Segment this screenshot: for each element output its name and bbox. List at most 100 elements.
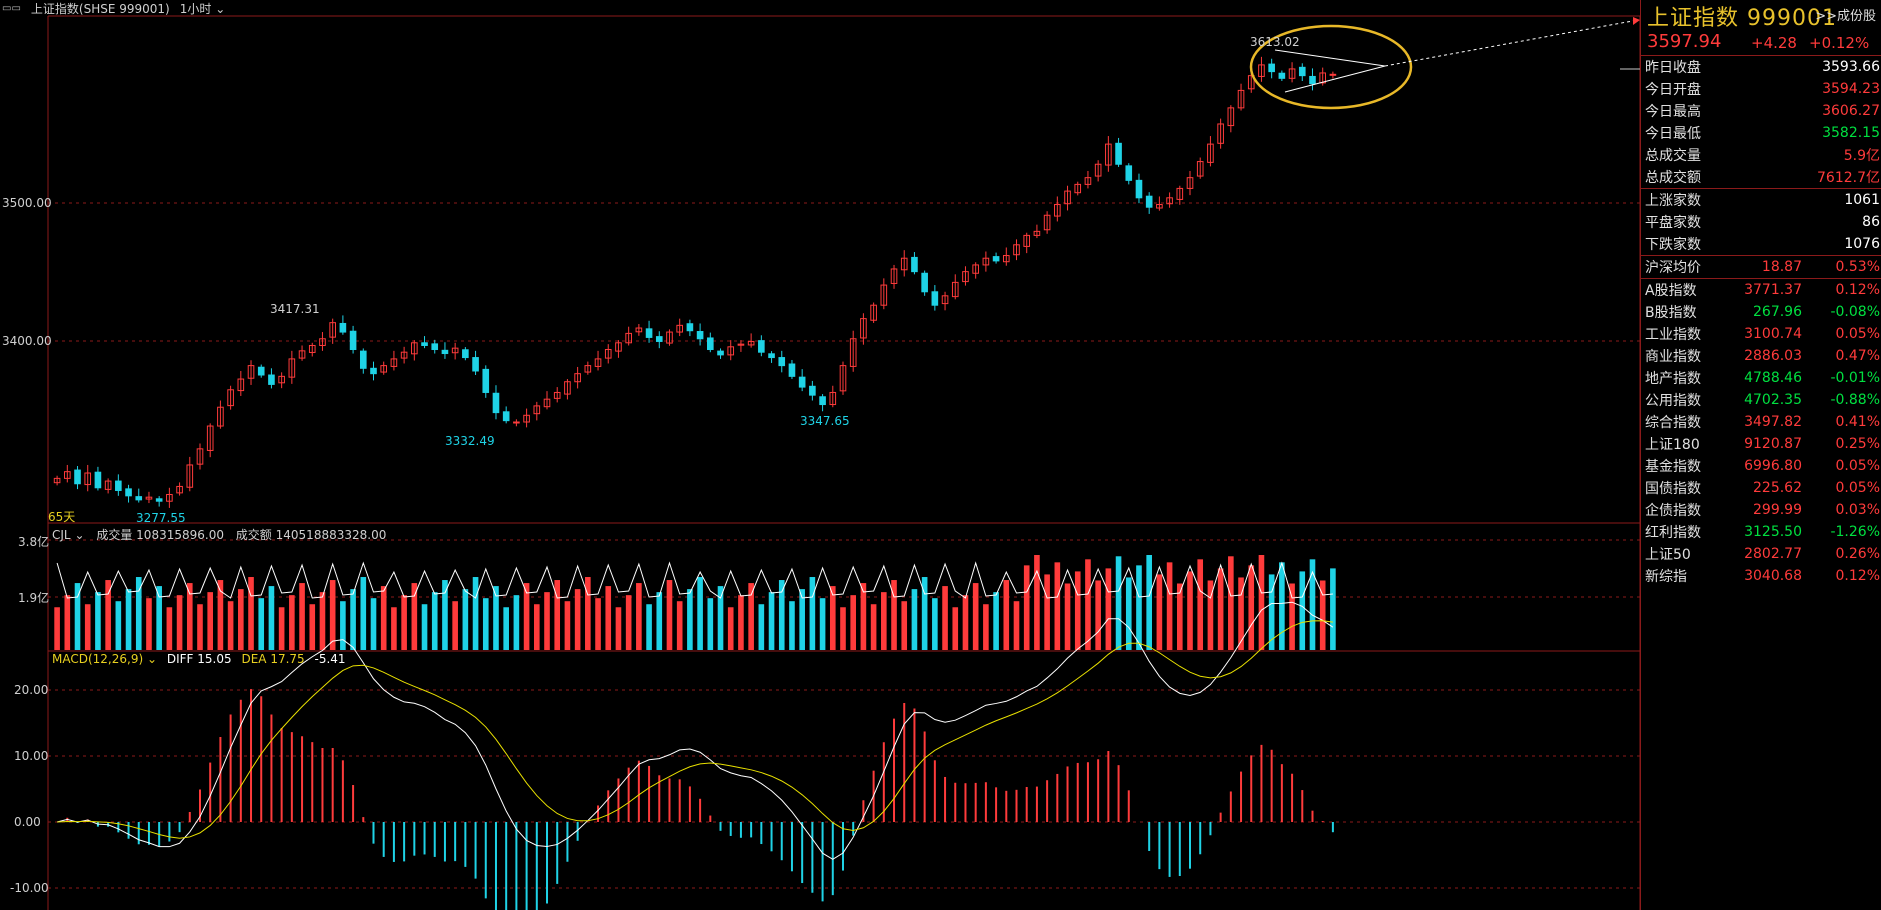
quote-panel: 上证指数 999001 >>成份股 3597.94 +4.28 +0.12% 昨日… — [1640, 0, 1881, 910]
volume-axis-label: 3.8亿 — [18, 535, 50, 549]
chart-area[interactable] — [0, 0, 1640, 910]
volume-bar — [554, 580, 561, 650]
volume-bar — [666, 580, 673, 650]
volume-bar — [370, 598, 377, 650]
high-annotation: 3417.31 — [270, 302, 320, 316]
index-pct: 0.47% — [1835, 348, 1880, 364]
index-row[interactable]: 基金指数 6996.80 0.05% — [1641, 455, 1881, 477]
index-row[interactable]: 企债指数 299.99 0.03% — [1641, 499, 1881, 521]
volume-bar — [687, 589, 693, 650]
candle-body — [502, 411, 510, 422]
volume-bar — [1136, 565, 1142, 650]
index-row[interactable]: 上证180 9120.87 0.25% — [1641, 433, 1881, 455]
candle-body — [1084, 177, 1092, 185]
candle-body — [788, 363, 796, 377]
index-row[interactable]: 地产指数 4788.46 -0.01% — [1641, 367, 1881, 389]
volume-bar — [1034, 555, 1040, 650]
volume-bar — [248, 577, 254, 650]
index-row[interactable]: A股指数 3771.37 0.12% — [1641, 279, 1881, 301]
index-row[interactable]: 工业指数 3100.74 0.05% — [1641, 323, 1881, 345]
candle-body — [543, 398, 551, 408]
stat-value: 3593.66 — [1822, 59, 1880, 75]
index-row[interactable]: 公用指数 4702.35 -0.88% — [1641, 389, 1881, 411]
chevron-down-icon: ⌄ — [146, 652, 158, 666]
volume-indicator-selector[interactable]: CJL ⌄ — [52, 528, 88, 542]
volume-bar — [748, 583, 754, 650]
volume-bar — [819, 598, 826, 650]
volume-bar — [207, 592, 214, 650]
candle-body — [676, 324, 683, 333]
volume-bar — [574, 589, 581, 650]
stat-value: 7612.7亿 — [1817, 170, 1880, 186]
stat-label: 总成交额 — [1645, 170, 1701, 186]
volume-bar — [1085, 559, 1091, 650]
candle-body — [462, 349, 469, 359]
chart-topbar: ▭▭ 上证指数(SHSE 999001) 1小时 ⌄ — [0, 0, 1642, 16]
diff-value: 15.05 — [197, 652, 232, 666]
candle-body — [819, 396, 826, 406]
candle-body — [492, 392, 500, 414]
volume-bar — [829, 586, 836, 650]
candle-body — [94, 471, 102, 489]
candle-body — [1268, 63, 1275, 73]
candle-body — [1247, 75, 1255, 90]
breadth-value: 86 — [1862, 214, 1880, 230]
macd-indicator-selector[interactable]: MACD(12,26,9) ⌄ — [52, 652, 161, 666]
index-row[interactable]: 红利指数 3125.50 -1.26% — [1641, 521, 1881, 543]
index-row[interactable]: 商业指数 2886.03 0.47% — [1641, 345, 1881, 367]
index-value: 2802.77 — [1744, 546, 1802, 562]
candle-body — [1074, 183, 1082, 194]
index-row[interactable]: B股指数 267.96 -0.08% — [1641, 301, 1881, 323]
volume-bar — [350, 589, 356, 650]
candle-body — [900, 257, 908, 271]
index-pct: -0.08% — [1830, 304, 1880, 320]
candle-body — [1298, 66, 1306, 77]
candle-body — [359, 350, 367, 369]
constituents-link[interactable]: >>成份股 — [1815, 9, 1876, 24]
volume-bar — [1217, 568, 1224, 650]
index-row[interactable]: 国债指数 225.62 0.05% — [1641, 477, 1881, 499]
volume-bar — [1013, 601, 1020, 650]
candle-body — [1033, 230, 1041, 236]
candle-body — [421, 342, 428, 346]
candle-body — [370, 367, 377, 375]
candle-body — [431, 343, 439, 351]
volume-bar — [850, 595, 857, 650]
volume-bar — [789, 601, 795, 650]
candle-body — [594, 358, 602, 367]
volume-bar — [983, 604, 989, 650]
macd-axis-label: 20.00 — [14, 683, 49, 697]
volume-bar — [615, 607, 622, 650]
volume-bar — [972, 583, 979, 650]
candle-body — [1329, 73, 1337, 76]
volume-bar — [1064, 583, 1071, 650]
window-icon[interactable]: ▭▭ — [2, 2, 21, 14]
pattern-ellipse — [1249, 24, 1413, 110]
index-row[interactable]: 上证50 2802.77 0.26% — [1641, 543, 1881, 565]
candle-body — [1309, 75, 1316, 85]
macd-header: MACD(12,26,9) ⌄ DIFF 15.05 DEA 17.75 -5.… — [52, 652, 346, 666]
arrow-icon — [1633, 17, 1640, 25]
period-selector[interactable]: 1小时 ⌄ — [180, 0, 226, 17]
volume-bar — [217, 580, 224, 650]
volume-ma-line — [56, 561, 1333, 599]
index-pct: 0.05% — [1835, 326, 1880, 342]
volume-bar — [1279, 562, 1285, 650]
candle-body — [247, 365, 255, 379]
triangle-pattern — [1274, 49, 1386, 93]
candle-body — [1196, 161, 1204, 177]
candle-body — [1227, 107, 1235, 127]
candle-body — [125, 488, 132, 497]
volume-bar — [952, 607, 959, 650]
volume-bar — [758, 604, 765, 650]
high-annotation: 3613.02 — [1250, 35, 1300, 49]
index-row[interactable]: 新综指 3040.68 0.12% — [1641, 565, 1881, 587]
volume-bar — [1258, 555, 1265, 650]
days-label: 65天 — [48, 510, 76, 524]
volume-bar — [472, 577, 479, 650]
candle-body — [451, 347, 459, 354]
breadth-value: 1061 — [1844, 192, 1880, 208]
candle-body — [400, 351, 408, 359]
volume-bar — [891, 580, 897, 650]
index-row[interactable]: 综合指数 3497.82 0.41% — [1641, 411, 1881, 433]
